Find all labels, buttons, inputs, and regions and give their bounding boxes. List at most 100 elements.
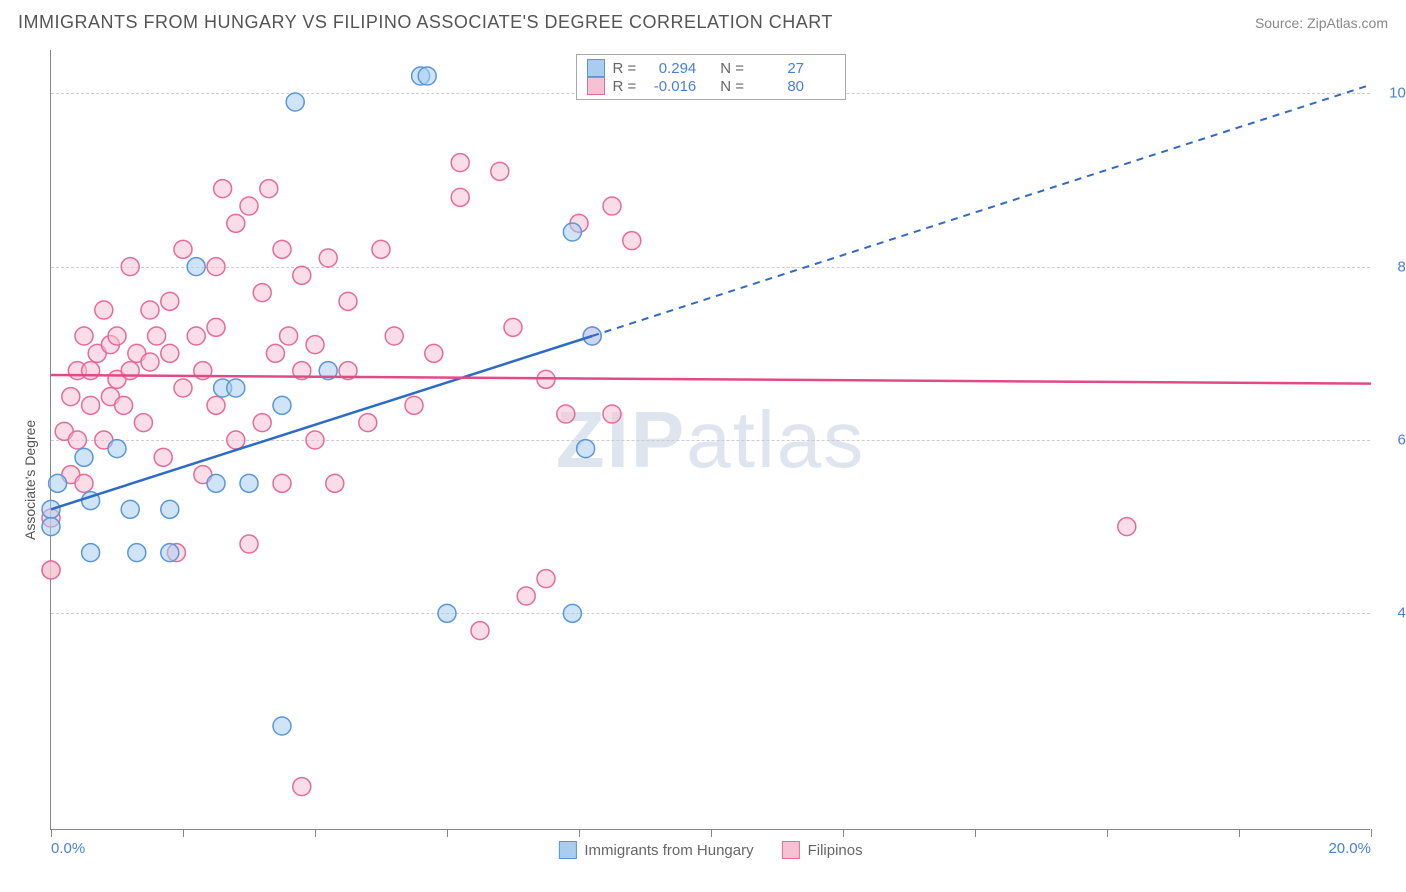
data-point: [240, 474, 258, 492]
source-link[interactable]: ZipAtlas.com: [1307, 15, 1388, 31]
x-tick: [1107, 829, 1108, 837]
chart-title: IMMIGRANTS FROM HUNGARY VS FILIPINO ASSO…: [18, 12, 833, 33]
data-point: [623, 232, 641, 250]
data-point: [563, 604, 581, 622]
data-point: [266, 344, 284, 362]
data-point: [95, 301, 113, 319]
data-point: [82, 362, 100, 380]
chart-plot-area: ZIPatlas 40.0%60.0%80.0%100.0% 0.0%20.0%…: [50, 50, 1370, 830]
data-point: [319, 249, 337, 267]
data-point: [359, 414, 377, 432]
x-tick: [183, 829, 184, 837]
data-point: [491, 162, 509, 180]
legend-row-hungary: R = 0.294 N = 27: [587, 59, 835, 77]
x-tick: [51, 829, 52, 837]
data-point: [1118, 518, 1136, 536]
data-point: [174, 379, 192, 397]
data-point: [603, 197, 621, 215]
data-point: [75, 448, 93, 466]
data-point: [227, 431, 245, 449]
x-tick: [579, 829, 580, 837]
data-point: [557, 405, 575, 423]
data-point: [187, 327, 205, 345]
data-point: [280, 327, 298, 345]
data-point: [504, 318, 522, 336]
data-point: [451, 188, 469, 206]
data-point: [293, 778, 311, 796]
data-point: [240, 197, 258, 215]
data-point: [187, 258, 205, 276]
data-point: [121, 500, 139, 518]
y-tick-label: 60.0%: [1397, 432, 1406, 449]
data-point: [207, 474, 225, 492]
x-tick: [975, 829, 976, 837]
x-tick: [843, 829, 844, 837]
correlation-legend: R = 0.294 N = 27 R = -0.016 N = 80: [576, 54, 846, 100]
swatch-filipino-icon: [782, 841, 800, 859]
trend-line-extrapolated: [592, 85, 1371, 336]
legend-item-hungary: Immigrants from Hungary: [558, 841, 753, 859]
data-point: [253, 284, 271, 302]
data-point: [134, 414, 152, 432]
data-point: [82, 544, 100, 562]
data-point: [154, 448, 172, 466]
data-point: [82, 396, 100, 414]
data-point: [273, 717, 291, 735]
legend-row-filipino: R = -0.016 N = 80: [587, 77, 835, 95]
data-point: [161, 500, 179, 518]
data-point: [75, 327, 93, 345]
data-point: [227, 379, 245, 397]
x-tick: [315, 829, 316, 837]
data-point: [438, 604, 456, 622]
data-point: [273, 240, 291, 258]
data-point: [42, 561, 60, 579]
data-point: [451, 154, 469, 172]
data-point: [563, 223, 581, 241]
data-point: [161, 344, 179, 362]
data-point: [174, 240, 192, 258]
swatch-filipino: [587, 77, 605, 95]
data-point: [207, 396, 225, 414]
data-point: [42, 518, 60, 536]
data-point: [108, 440, 126, 458]
swatch-hungary-icon: [558, 841, 576, 859]
data-point: [68, 431, 86, 449]
data-point: [603, 405, 621, 423]
data-point: [214, 180, 232, 198]
data-point: [141, 301, 159, 319]
data-point: [115, 396, 133, 414]
data-point: [121, 258, 139, 276]
data-point: [385, 327, 403, 345]
data-point: [273, 396, 291, 414]
data-point: [128, 544, 146, 562]
data-point: [108, 327, 126, 345]
data-point: [161, 544, 179, 562]
data-point: [273, 474, 291, 492]
x-tick: [1239, 829, 1240, 837]
data-point: [148, 327, 166, 345]
series-legend: Immigrants from Hungary Filipinos: [558, 841, 862, 859]
data-point: [161, 292, 179, 310]
data-point: [207, 258, 225, 276]
data-point: [260, 180, 278, 198]
data-point: [339, 292, 357, 310]
data-point: [537, 570, 555, 588]
data-point: [372, 240, 390, 258]
data-point: [141, 353, 159, 371]
data-point: [42, 500, 60, 518]
y-tick-label: 100.0%: [1389, 85, 1406, 102]
data-point: [517, 587, 535, 605]
data-point: [227, 214, 245, 232]
data-point: [49, 474, 67, 492]
data-point: [240, 535, 258, 553]
data-point: [207, 318, 225, 336]
x-tick-label: 20.0%: [1328, 840, 1371, 857]
trend-line: [51, 375, 1371, 384]
data-point: [326, 474, 344, 492]
data-point: [405, 396, 423, 414]
source-attribution: Source: ZipAtlas.com: [1255, 15, 1388, 31]
legend-item-filipino: Filipinos: [782, 841, 863, 859]
data-point: [306, 336, 324, 354]
y-tick-label: 80.0%: [1397, 258, 1406, 275]
swatch-hungary: [587, 59, 605, 77]
